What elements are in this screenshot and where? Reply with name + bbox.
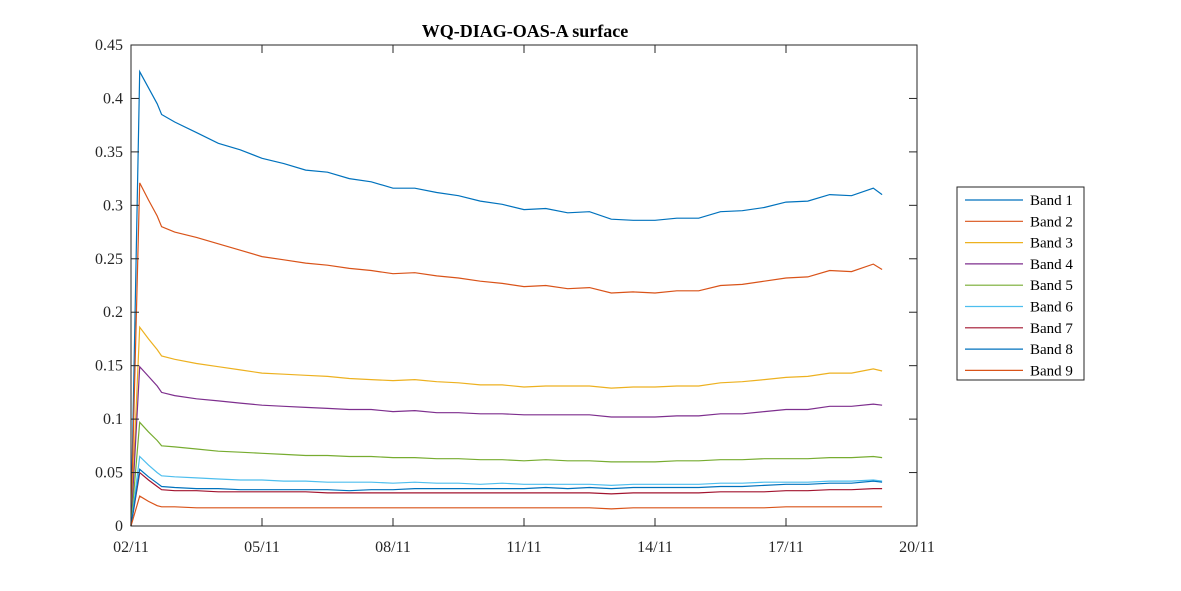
x-tick-label: 02/11	[113, 539, 149, 556]
legend-label-band-5: Band 5	[1030, 278, 1073, 294]
series-line-band-9	[130, 495, 883, 527]
legend-label-band-8: Band 8	[1030, 342, 1073, 358]
y-tick-label: 0.25	[95, 251, 123, 268]
axes: 02/11 05/11 08/11 11/11 14/11 17/11 20/11 0 0.05…	[95, 37, 935, 556]
y-tick-label: 0	[115, 518, 123, 535]
legend-label-band-2: Band 2	[1030, 214, 1073, 230]
y-tick-label: 0.45	[95, 37, 123, 54]
series-line-band-7	[130, 471, 883, 527]
x-tick-label: 08/11	[375, 539, 411, 556]
legend-label-band-9: Band 9	[1030, 363, 1073, 379]
series-line-band-1	[130, 69, 883, 527]
x-tick-label: 14/11	[637, 539, 673, 556]
legend-label-band-1: Band 1	[1030, 193, 1073, 209]
y-tick-label: 0.4	[103, 90, 123, 107]
x-tick-label: 11/11	[506, 539, 541, 556]
chart-title: WQ-DIAG-OAS-A surface	[422, 21, 628, 41]
y-tick-label: 0.1	[103, 411, 123, 428]
series-line-band-4	[130, 365, 883, 527]
series-line-band-3	[130, 325, 883, 527]
x-tick-label: 20/11	[899, 539, 935, 556]
legend: Band 1 Band 2 Band 3 Band 4 Band 5 Band 6 Band…	[956, 186, 1085, 381]
y-tick-label: 0.2	[103, 304, 123, 321]
legend-label-band-7: Band 7	[1030, 321, 1073, 337]
x-tick-label: 17/11	[768, 539, 804, 556]
x-tick-label: 05/11	[244, 539, 280, 556]
legend-box	[956, 186, 1085, 381]
series-line-band-5	[130, 420, 883, 527]
y-tick-label: 0.35	[95, 144, 123, 161]
plot-frame	[130, 44, 918, 527]
y-tick-label: 0.05	[95, 465, 123, 482]
series-line-band-8	[130, 468, 883, 527]
series-line-band-2	[130, 182, 883, 527]
y-tick-label: 0.15	[95, 358, 123, 375]
plot-lines	[130, 69, 883, 527]
y-tick-label: 0.3	[103, 197, 123, 214]
legend-label-band-4: Band 4	[1030, 257, 1073, 273]
legend-label-band-6: Band 6	[1030, 300, 1073, 316]
legend-label-band-3: Band 3	[1030, 236, 1073, 252]
series-line-band-6	[130, 455, 883, 527]
